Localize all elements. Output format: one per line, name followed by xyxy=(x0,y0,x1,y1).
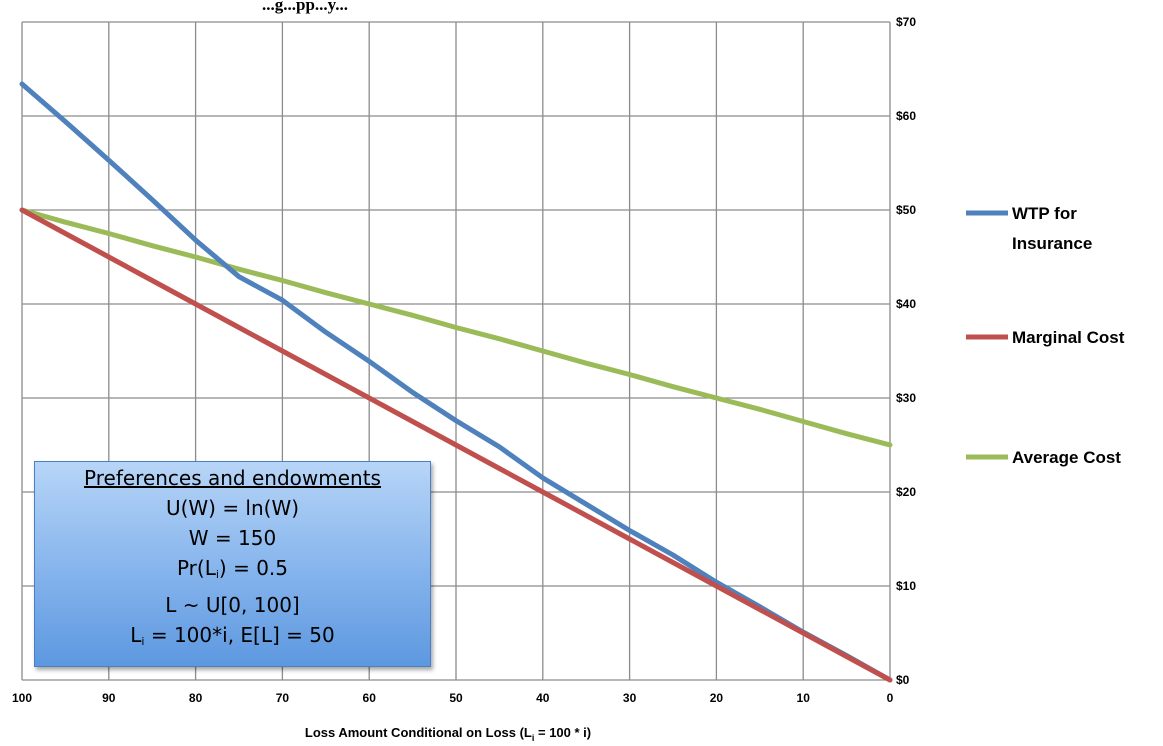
info-box-wealth: W = 150 xyxy=(188,526,277,550)
y-tick-20: $20 xyxy=(896,485,916,499)
series-line-wtp-for-insurance xyxy=(19,81,893,683)
y-tick-10: $10 xyxy=(896,579,916,593)
series-line-marginal-cost xyxy=(19,207,893,683)
x-tick-10: 10 xyxy=(797,691,811,705)
y-tick-40: $40 xyxy=(896,297,916,311)
x-tick-80: 80 xyxy=(189,691,203,705)
y-tick-50: $50 xyxy=(896,203,916,217)
x-axis-title: Loss Amount Conditional on Loss (Li = 10… xyxy=(305,725,591,743)
legend-label-average-cost: Average Cost xyxy=(1012,448,1121,467)
x-tick-30: 30 xyxy=(623,691,637,705)
y-tick-labels: $0 $10 $20 $30 $40 $50 $60 $70 xyxy=(896,15,916,687)
legend-label-marginal-cost: Marginal Cost xyxy=(1012,328,1125,347)
x-tick-50: 50 xyxy=(449,691,463,705)
x-tick-40: 40 xyxy=(536,691,550,705)
info-box-utility: U(W) = ln(W) xyxy=(165,496,300,520)
y-tick-30: $30 xyxy=(896,391,916,405)
preferences-info-box: Preferences and endowments U(W) = ln(W) … xyxy=(34,461,431,667)
info-box-heading: Preferences and endowments xyxy=(84,466,381,490)
legend-label-wtp-for-insurance-2: Insurance xyxy=(1012,234,1092,253)
x-tick-60: 60 xyxy=(363,691,377,705)
info-box-probability: Pr(Li) = 0.5 xyxy=(176,556,289,581)
series-lines xyxy=(19,81,893,683)
y-tick-70: $70 xyxy=(896,15,916,29)
y-tick-60: $60 xyxy=(896,109,916,123)
info-box-distribution: L ~ U[0, 100] xyxy=(165,593,300,617)
series-line-average-cost xyxy=(19,207,893,448)
chart-top-text: ...g...pp...y... xyxy=(262,0,348,14)
x-tick-90: 90 xyxy=(102,691,116,705)
legend: WTP for Insurance Marginal Cost Average Cos… xyxy=(966,204,1125,467)
x-tick-0: 0 xyxy=(887,691,894,705)
x-tick-100: 100 xyxy=(12,691,32,705)
x-tick-20: 20 xyxy=(710,691,724,705)
y-tick-0: $0 xyxy=(896,673,910,687)
x-tick-70: 70 xyxy=(276,691,290,705)
legend-label-wtp-for-insurance-1: WTP for xyxy=(1012,204,1077,223)
info-box-loss-definition: Li = 100*i, E[L] = 50 xyxy=(130,623,335,648)
x-tick-labels: 100 90 80 70 60 50 40 30 20 10 0 xyxy=(12,691,894,705)
